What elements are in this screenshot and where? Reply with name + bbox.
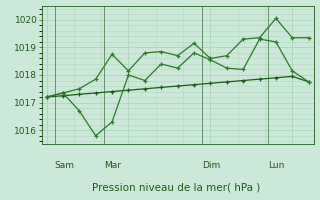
Text: Pression niveau de la mer( hPa ): Pression niveau de la mer( hPa ) bbox=[92, 182, 260, 192]
Text: Dim: Dim bbox=[202, 161, 220, 170]
Text: Mar: Mar bbox=[104, 161, 121, 170]
Text: Lun: Lun bbox=[268, 161, 284, 170]
Text: Sam: Sam bbox=[55, 161, 75, 170]
